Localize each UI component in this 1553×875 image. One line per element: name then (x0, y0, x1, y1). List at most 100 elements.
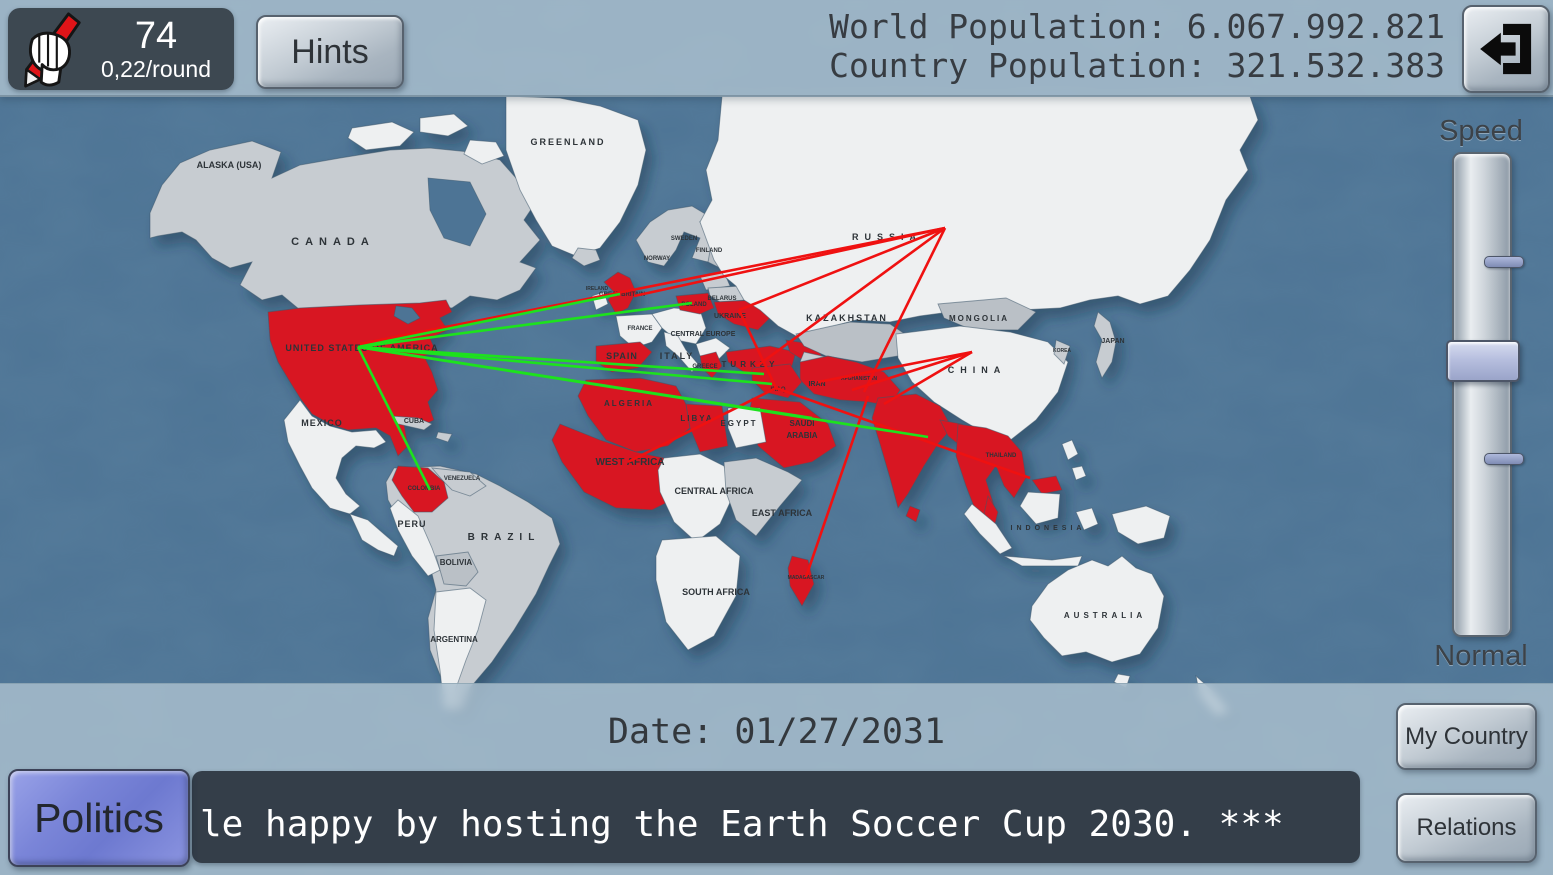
country-greenland[interactable] (505, 95, 647, 257)
country-central-africa[interactable] (657, 453, 735, 543)
map-label: GREENLAND (530, 137, 605, 147)
war-line (862, 227, 947, 393)
map-label: WEST AFRICA (595, 457, 664, 468)
alliance-line (357, 345, 765, 376)
map-label: BOLIVIA (440, 558, 473, 567)
country-colombia[interactable] (391, 465, 449, 513)
country-mongolia[interactable] (937, 297, 1037, 331)
war-line (359, 226, 946, 346)
country-egypt[interactable] (727, 407, 767, 449)
map-label: MADAGASCAR (788, 575, 825, 581)
map-label: FRANCE (628, 326, 653, 332)
country-south-africa[interactable] (655, 535, 741, 651)
war-line (737, 309, 778, 389)
speed-slider-upper-tick (1484, 256, 1524, 268)
country-sri-lanka[interactable] (905, 505, 921, 523)
map-label: IRELAND (586, 286, 609, 292)
speed-slider-lower-tick (1484, 453, 1524, 465)
map-label: BRAZIL (468, 532, 541, 543)
country-iraq-syria[interactable] (751, 363, 803, 399)
alliance-line (356, 346, 432, 491)
map-label: ARABIA (786, 431, 817, 440)
country-russia[interactable] (699, 95, 1259, 337)
country-sumatra[interactable] (963, 503, 1013, 555)
speed-slider-thumb[interactable] (1446, 340, 1520, 382)
country-java[interactable] (1003, 555, 1083, 567)
resource-amount: 74 (134, 14, 178, 57)
map-label: SWEDEN (671, 236, 697, 242)
lakes-and-bays (393, 177, 487, 325)
country-italy[interactable] (663, 331, 699, 373)
alliance-line (357, 345, 929, 439)
map-label: INDONESIA (1011, 525, 1086, 532)
date-display: Date: 01/27/2031 (607, 712, 946, 752)
war-line (633, 226, 946, 298)
map-label: SPAIN (606, 351, 638, 361)
hints-button[interactable]: Hints (256, 15, 404, 89)
country-india[interactable] (871, 393, 953, 510)
country-peru[interactable] (389, 499, 441, 577)
map-label: ALGERIA (604, 399, 654, 408)
speed-slider-track[interactable] (1452, 152, 1512, 637)
country-west-africa[interactable] (551, 423, 683, 511)
country-mexico[interactable] (283, 399, 387, 515)
country-madagascar[interactable] (787, 555, 815, 607)
country-bolivia[interactable] (435, 551, 479, 587)
war-line (738, 226, 946, 312)
alliance-line (357, 345, 773, 386)
map-label: UKRAINE (714, 313, 746, 320)
country-australia[interactable] (1029, 555, 1165, 663)
news-ticker-text: le happy by hosting the Earth Soccer Cup… (200, 803, 1284, 845)
country-japan[interactable] (1093, 311, 1117, 380)
war-line (817, 350, 973, 384)
country-central-america[interactable] (349, 513, 399, 557)
alliance-line (357, 292, 621, 349)
country-new-guinea[interactable] (1111, 505, 1171, 545)
map-label: SAUDI (790, 419, 815, 428)
country-hispaniola[interactable] (435, 431, 453, 443)
country-poland[interactable] (675, 292, 715, 315)
relations-button[interactable]: Relations (1396, 793, 1537, 863)
map-label: AUSTRALIA (1064, 611, 1146, 620)
country-sulawesi[interactable] (1075, 507, 1099, 531)
country-east-africa[interactable] (723, 457, 803, 537)
world-population: World Population: 6.067.992.821 (829, 7, 1445, 46)
map-label: EGYPT (720, 419, 757, 428)
resource-rate: 0,22/round (101, 55, 211, 82)
country-philippines[interactable] (1061, 439, 1087, 481)
map-label: PERU (397, 519, 426, 529)
country-iceland[interactable] (571, 247, 601, 267)
map-label: NORWAY (644, 256, 670, 262)
my-country-button[interactable]: My Country (1396, 703, 1537, 770)
country-korea[interactable] (1053, 339, 1071, 365)
relations-button-label: Relations (1416, 814, 1517, 841)
country-central-europe[interactable] (651, 307, 707, 345)
map-label: THAILAND (986, 453, 1017, 459)
map-label: RUSSIA (852, 232, 922, 242)
map-label: VENEZUELA (444, 476, 481, 482)
country-population: Country Population: 321.532.383 (829, 45, 1445, 85)
politics-button[interactable]: Politics (8, 769, 190, 867)
exit-button[interactable] (1462, 5, 1550, 93)
resource-panel: 74 0,22/round (8, 8, 234, 90)
country-arctic-islands[interactable] (347, 113, 505, 165)
map-label: ALASKA (USA) (197, 160, 262, 170)
continents[interactable] (149, 95, 1259, 717)
country-scandinavia[interactable] (635, 205, 719, 267)
country-borneo[interactable] (1019, 491, 1061, 525)
map-label: CHINA (948, 365, 1007, 375)
country-malaysia-borneo[interactable] (1031, 475, 1063, 495)
war-line (851, 350, 973, 392)
map-label: CENTRAL EUROPE (671, 331, 736, 338)
map-label: POLAND (681, 302, 707, 308)
country-north-africa[interactable] (577, 377, 691, 453)
war-line (627, 386, 777, 464)
news-ticker: le happy by hosting the Earth Soccer Cup… (192, 771, 1360, 863)
map-label: GREAT BRITAIN (599, 292, 645, 298)
map-label: EAST AFRICA (752, 508, 813, 518)
speed-slider-bottom-label: Normal (1434, 640, 1528, 672)
map-label: ARGENTINA (430, 635, 478, 644)
map-label: KAZAKHSTAN (806, 313, 888, 323)
